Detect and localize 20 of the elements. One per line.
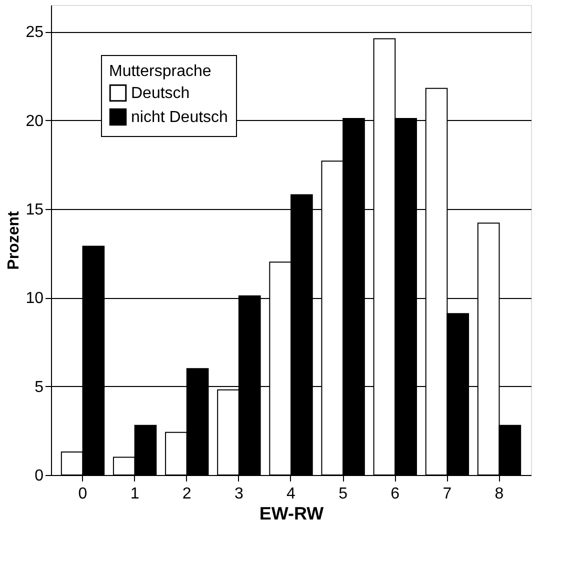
legend-title: Muttersprache — [109, 63, 212, 80]
y-tick-label: 10 — [26, 290, 44, 308]
y-tick-label: 0 — [34, 468, 44, 484]
y-axis-title: Prozent — [6, 210, 23, 270]
y-tick-label: 15 — [26, 201, 44, 218]
x-tick-label: 8 — [494, 486, 504, 502]
x-tick-label: 7 — [442, 486, 452, 502]
y-tick-label: 5 — [34, 378, 44, 396]
y-tick-label: 20 — [26, 112, 44, 130]
x-tick-label: 1 — [130, 486, 140, 502]
x-tick-label: 5 — [338, 486, 348, 502]
y-tick-label: 25 — [26, 24, 44, 42]
x-axis-title: EW-RW — [259, 504, 324, 524]
x-tick-label: 4 — [286, 486, 296, 502]
legend-label: Deutsch — [131, 85, 190, 102]
x-tick-label: 2 — [182, 486, 192, 502]
legend-label: nicht Deutsch — [131, 109, 228, 126]
x-tick-label: 0 — [78, 486, 88, 502]
x-tick-label: 6 — [390, 486, 400, 502]
x-tick-label: 3 — [234, 486, 244, 502]
